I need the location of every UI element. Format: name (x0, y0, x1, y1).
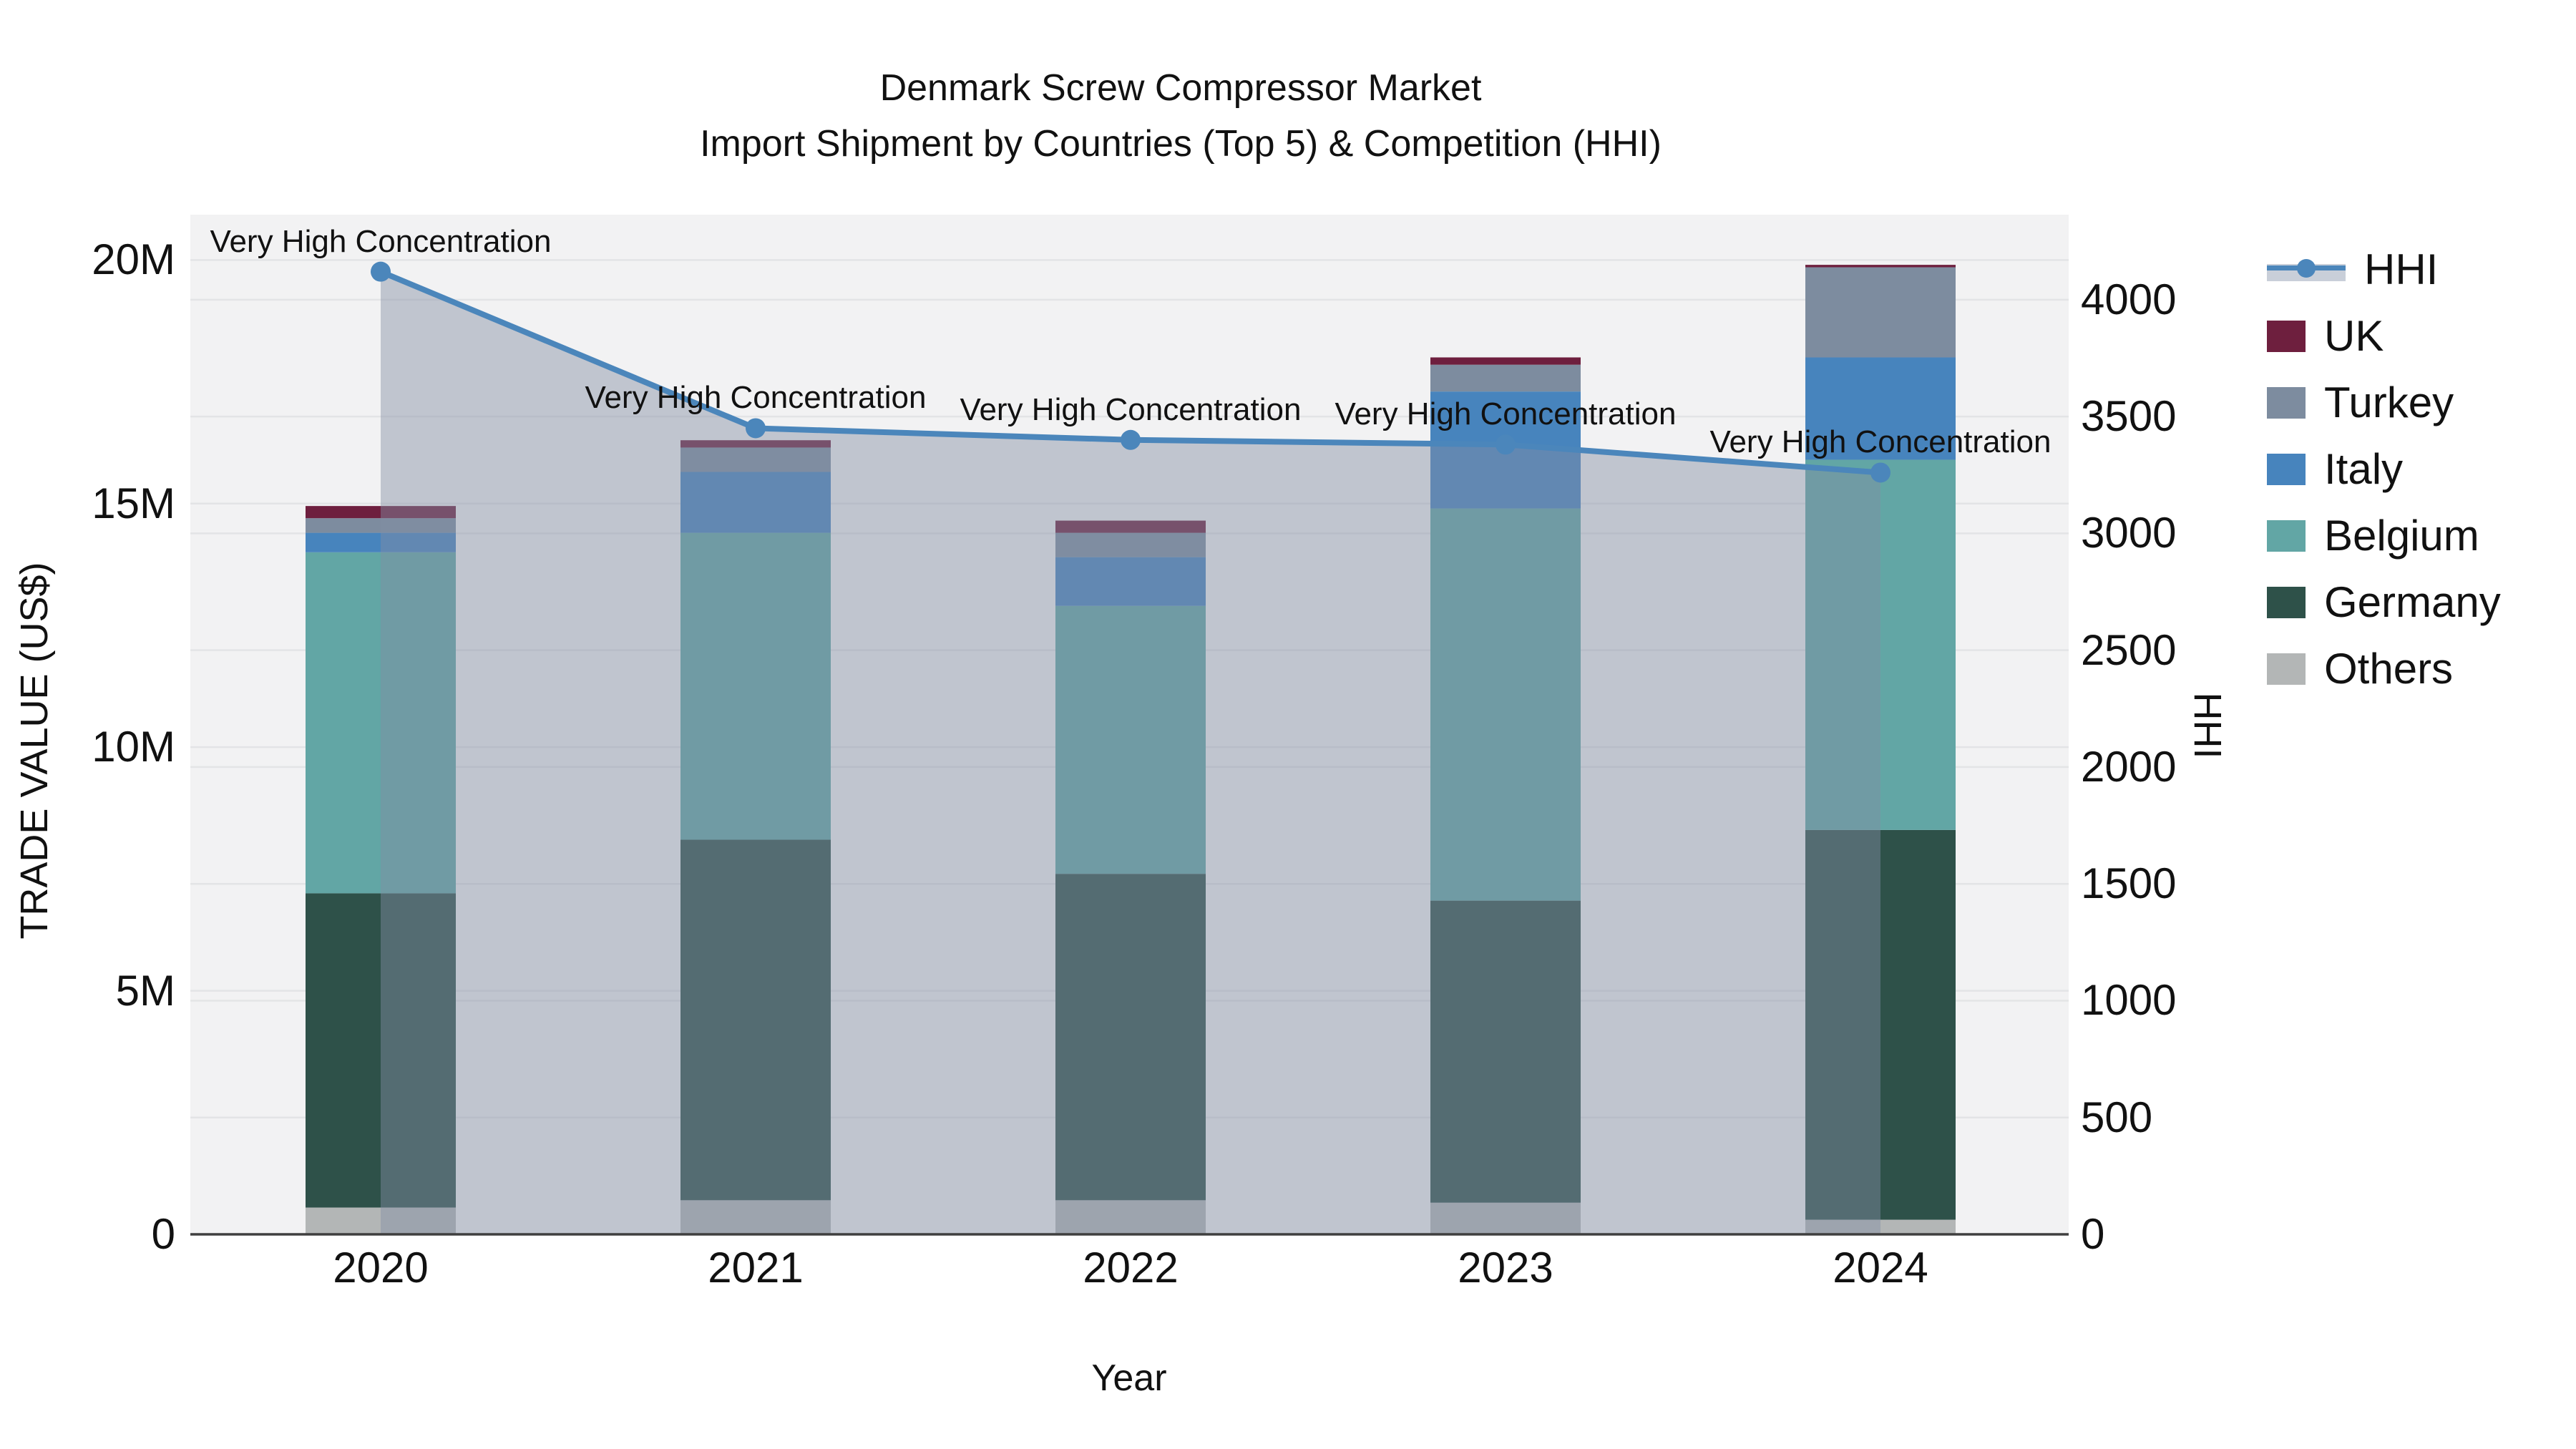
bar-segment-2024-italy (1805, 357, 1956, 460)
bar-segment-2023-others (1430, 1202, 1581, 1234)
x-tick-2020: 2020 (333, 1244, 429, 1292)
bar-segment-2023-belgium (1430, 508, 1581, 901)
legend-item-uk: UK (2267, 303, 2501, 369)
legend-label-italy: Italy (2324, 445, 2404, 493)
bar-segment-2021-uk (680, 440, 831, 448)
bar-segment-2021-turkey (680, 447, 831, 472)
bar-segment-2021-germany (680, 839, 831, 1201)
legend-label-uk: UK (2324, 312, 2384, 360)
bar-segment-2022-belgium (1055, 605, 1206, 874)
bar-segment-2021-belgium (680, 532, 831, 840)
hhi-point-2020 (371, 261, 391, 282)
chart-title-line2: Import Shipment by Countries (Top 5) & C… (700, 123, 1662, 165)
legend-hhi-marker-dot (2297, 258, 2316, 278)
hhi-point-2022 (1121, 429, 1141, 450)
y-tick-left-15M: 15M (92, 479, 175, 527)
hhi-area-fill (381, 271, 1880, 1235)
y-tick-right-3000: 3000 (2081, 509, 2177, 557)
chart-title-line1: Denmark Screw Compressor Market (879, 67, 1482, 109)
bar-segment-2022-others (1055, 1200, 1206, 1234)
x-axis-title: Year (1091, 1357, 1167, 1399)
legend-item-germany: Germany (2267, 569, 2501, 635)
y-tick-right-3500: 3500 (2081, 392, 2177, 441)
legend-hhi-line-icon (2267, 254, 2346, 286)
bar-segment-2020-italy (306, 532, 456, 552)
legend-swatch-turkey (2267, 386, 2306, 419)
legend-label-others: Others (2324, 645, 2454, 693)
bar-segment-2022-germany (1055, 874, 1206, 1201)
bar-segment-2023-uk (1430, 357, 1581, 365)
bar-segment-2022-uk (1055, 520, 1206, 533)
bar-segment-2021-italy (680, 472, 831, 533)
y-tick-left-0: 0 (151, 1210, 175, 1258)
annotation-2021: Very High Concentration (585, 380, 927, 416)
x-tick-2022: 2022 (1083, 1244, 1179, 1292)
bar-segment-2020-uk (306, 506, 456, 519)
legend-swatch-others (2267, 653, 2306, 685)
y-tick-left-10M: 10M (92, 723, 175, 771)
bar-segment-2020-belgium (306, 552, 456, 894)
y-tick-left-20M: 20M (92, 235, 175, 284)
legend-item-belgium: Belgium (2267, 502, 2501, 569)
y-tick-right-500: 500 (2081, 1093, 2153, 1141)
hhi-point-2021 (746, 418, 766, 439)
hhi-point-2023 (1496, 434, 1516, 455)
chart-title: Denmark Screw Compressor Market Import S… (501, 60, 1860, 172)
legend-item-turkey: Turkey (2267, 369, 2501, 436)
hhi-point-2024 (1870, 462, 1890, 483)
bar-segment-2020-turkey (306, 518, 456, 533)
legend-swatch-germany (2267, 586, 2306, 618)
legend-label-hhi: HHI (2364, 245, 2439, 293)
bar-segment-2024-turkey (1805, 267, 1956, 358)
annotation-2024: Very High Concentration (1709, 424, 2051, 460)
bar-segment-2020-germany (306, 893, 456, 1208)
y-tick-left-5M: 5M (115, 966, 175, 1015)
y-axis-title-right: HHI (2186, 692, 2229, 759)
y-tick-right-1500: 1500 (2081, 859, 2177, 908)
legend-swatch-italy (2267, 453, 2306, 485)
legend-item-hhi: HHI (2267, 236, 2501, 303)
legend-label-germany: Germany (2324, 578, 2501, 626)
legend: HHI UK Turkey Italy Belgium Germany Others (2267, 236, 2501, 702)
x-tick-2023: 2023 (1458, 1244, 1553, 1292)
legend-label-turkey: Turkey (2324, 379, 2454, 426)
y-tick-right-4000: 4000 (2081, 275, 2177, 323)
bar-segment-2021-others (680, 1200, 831, 1234)
legend-item-italy: Italy (2267, 436, 2501, 502)
legend-label-belgium: Belgium (2324, 512, 2479, 560)
legend-item-others: Others (2267, 635, 2501, 702)
bar-segment-2023-turkey (1430, 364, 1581, 392)
annotation-2020: Very High Concentration (210, 223, 552, 259)
bar-segment-2024-germany (1805, 829, 1956, 1220)
bar-segment-2022-turkey (1055, 532, 1206, 557)
bar-segment-2023-germany (1430, 900, 1581, 1203)
y-tick-right-1000: 1000 (2081, 976, 2177, 1025)
y-tick-right-2000: 2000 (2081, 742, 2177, 791)
bar-segment-2022-italy (1055, 557, 1206, 606)
x-tick-2024: 2024 (1833, 1244, 1928, 1292)
bar-segment-2020-others (306, 1207, 456, 1234)
bar-segment-2024-others (1805, 1219, 1956, 1234)
y-tick-right-2500: 2500 (2081, 625, 2177, 674)
bar-segment-2024-uk (1805, 265, 1956, 268)
legend-swatch-belgium (2267, 519, 2306, 552)
annotation-2022: Very High Concentration (960, 391, 1302, 427)
bar-segment-2024-belgium (1805, 459, 1956, 830)
y-tick-right-0: 0 (2081, 1210, 2105, 1258)
legend-swatch-uk (2267, 320, 2306, 352)
x-tick-2021: 2021 (708, 1244, 804, 1292)
annotation-2023: Very High Concentration (1335, 396, 1677, 432)
